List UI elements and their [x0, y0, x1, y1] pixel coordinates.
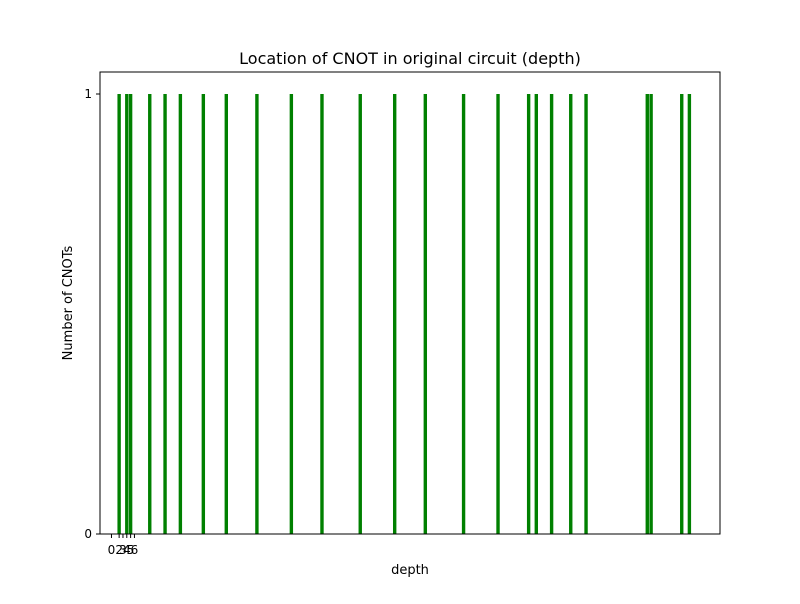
y-axis-label: Number of CNOTs	[61, 245, 76, 360]
bar-depth-140	[645, 94, 649, 534]
y-axis-ticks: 01	[84, 87, 100, 541]
bar-depth-111	[534, 94, 538, 534]
x-tick-label: 2	[115, 543, 123, 557]
bar-depth-5	[128, 94, 133, 534]
bar-depth-120	[569, 94, 573, 534]
bar-depth-18	[178, 94, 183, 534]
y-tick-label: 1	[84, 87, 92, 101]
x-axis-label: depth	[391, 563, 429, 578]
bar-depth-4	[125, 94, 129, 534]
bar-depth-92	[461, 94, 466, 534]
x-tick-label: 5	[127, 543, 135, 557]
bar-depth-141	[649, 94, 653, 534]
bar-depth-124	[584, 94, 588, 534]
x-tick-label: 0	[108, 543, 116, 557]
plot-area-frame	[99, 71, 721, 535]
x-tick-label: 6	[131, 543, 139, 557]
bar-depth-55	[320, 94, 324, 534]
chart-title: Location of CNOT in original circuit (de…	[239, 49, 581, 68]
bar-depth-151	[687, 94, 692, 534]
bars-layer	[117, 94, 692, 534]
bar-depth-38	[255, 94, 259, 534]
bar-depth-65	[358, 94, 362, 534]
bar-depth-109	[526, 94, 531, 534]
bar-depth-82	[423, 94, 428, 534]
y-tick-label: 0	[84, 527, 92, 541]
bar-depth-14	[163, 94, 167, 534]
bar-depth-10	[148, 94, 152, 534]
x-tick-label: 3	[119, 543, 127, 557]
bar-depth-149	[680, 94, 684, 534]
bar-depth-30	[224, 94, 228, 534]
x-tick-label: 4	[123, 543, 131, 557]
bar-depth-2	[117, 94, 121, 534]
bar-depth-24	[201, 94, 206, 534]
bar-depth-47	[289, 94, 294, 534]
bar-depth-115	[549, 94, 554, 534]
bar-depth-101	[496, 94, 500, 534]
bar-depth-74	[392, 94, 397, 534]
